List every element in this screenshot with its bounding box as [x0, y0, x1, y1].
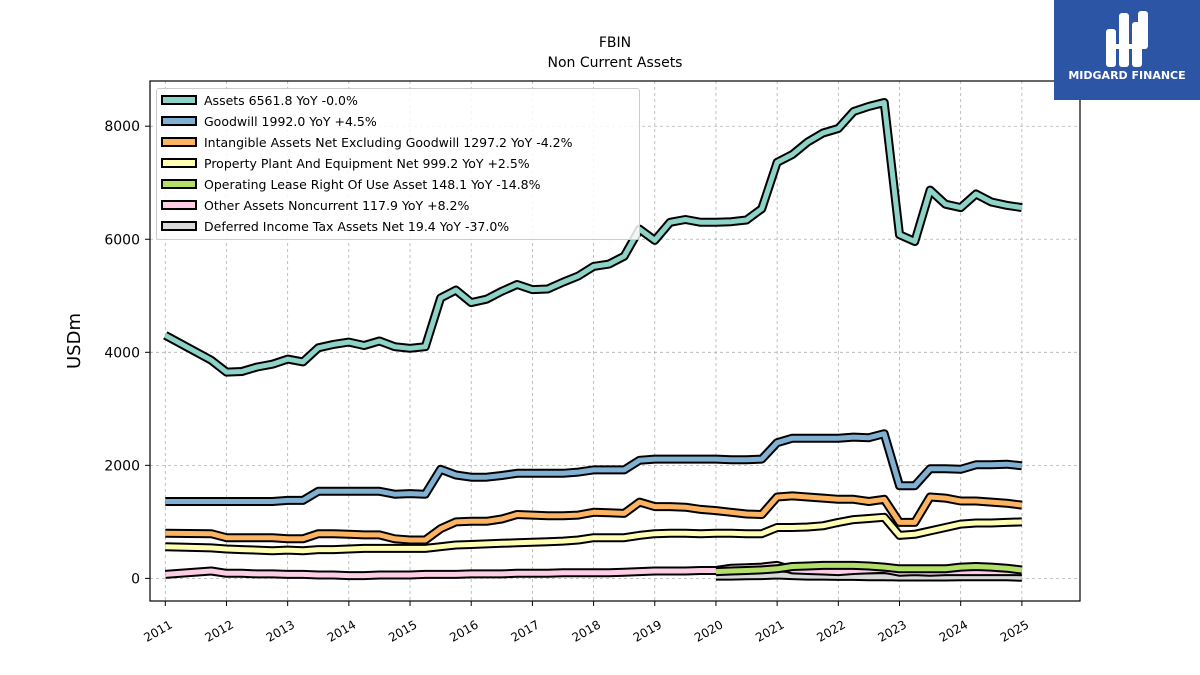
legend-label: Goodwill 1992.0 YoY +4.5%	[204, 113, 377, 129]
x-tick-label: 2016	[447, 617, 480, 644]
x-tick-label: 2017	[508, 617, 541, 644]
legend-item: Other Assets Noncurrent 117.9 YoY +8.2%	[161, 196, 469, 214]
plot-frame	[149, 80, 1081, 602]
legend-swatch	[161, 179, 197, 189]
x-tick-label: 2020	[692, 617, 725, 644]
legend-label: Intangible Assets Net Excluding Goodwill…	[204, 134, 573, 150]
series-4-line	[715, 562, 1023, 575]
x-tick-label: 2019	[631, 617, 664, 644]
legend-item: Property Plant And Equipment Net 999.2 Y…	[161, 154, 530, 172]
x-tick-label: 2022	[814, 617, 847, 644]
legend-item: Deferred Income Tax Assets Net 19.4 YoY …	[161, 217, 509, 235]
legend-item: Goodwill 1992.0 YoY +4.5%	[161, 112, 377, 130]
legend-label: Property Plant And Equipment Net 999.2 Y…	[204, 155, 530, 171]
legend-swatch	[161, 200, 197, 210]
series-3-line	[165, 514, 1022, 554]
x-tick-label: 2018	[570, 617, 603, 644]
y-axis: 0 2000 4000 6000 8000	[104, 119, 150, 587]
chart-subtitle: Non Current Assets	[548, 55, 683, 71]
y-axis-label: USDm	[64, 313, 85, 369]
series-1-line	[165, 431, 1023, 504]
x-axis: 2011 2012 2013 2014 2015 2016 2017 2018 2019 2020…	[141, 601, 1031, 645]
x-tick-label: 2015	[386, 617, 419, 644]
legend-swatch	[161, 221, 197, 231]
series-2-line	[165, 493, 1023, 543]
midgard-finance-logo: MIDGARD FINANCE	[1054, 0, 1200, 100]
legend-label: Assets 6561.8 YoY -0.0%	[204, 92, 358, 108]
x-tick-label: 2014	[325, 617, 358, 644]
x-tick-label: 2021	[753, 617, 786, 644]
legend-swatch	[161, 158, 197, 168]
x-tick-label: 2011	[141, 617, 174, 644]
legend-label: Other Assets Noncurrent 117.9 YoY +8.2%	[204, 197, 470, 213]
chart-title: FBIN	[599, 35, 631, 51]
legend-item: Intangible Assets Net Excluding Goodwill…	[161, 133, 572, 151]
legend-swatch	[161, 116, 197, 126]
series-0-line	[164, 100, 1023, 375]
legend-swatch	[161, 95, 197, 105]
x-tick-label: 2025	[998, 617, 1031, 644]
legend-item: Assets 6561.8 YoY -0.0%	[161, 91, 358, 109]
legend-label: Deferred Income Tax Assets Net 19.4 YoY …	[204, 218, 510, 234]
y-tick-label: 8000	[104, 119, 140, 135]
legend-item: Operating Lease Right Of Use Asset 148.1…	[161, 175, 541, 193]
legend-swatch	[161, 137, 197, 147]
x-tick-label: 2012	[203, 617, 236, 644]
y-tick-label: 0	[131, 571, 140, 587]
x-tick-label: 2013	[264, 617, 297, 644]
brand-name: MIDGARD FINANCE	[1068, 69, 1186, 82]
series-layer	[163, 98, 1023, 582]
y-tick-label: 2000	[104, 458, 140, 474]
legend: Assets 6561.8 YoY -0.0% Goodwill 1992.0 Y…	[156, 88, 640, 240]
legend-label: Operating Lease Right Of Use Asset 148.1…	[204, 176, 541, 192]
y-tick-label: 6000	[104, 232, 140, 248]
series-6-line	[716, 572, 1022, 580]
y-tick-label: 4000	[104, 345, 140, 361]
midgard-logo-icon	[1106, 11, 1148, 67]
x-tick-label: 2023	[876, 617, 909, 644]
x-tick-label: 2024	[937, 617, 970, 644]
